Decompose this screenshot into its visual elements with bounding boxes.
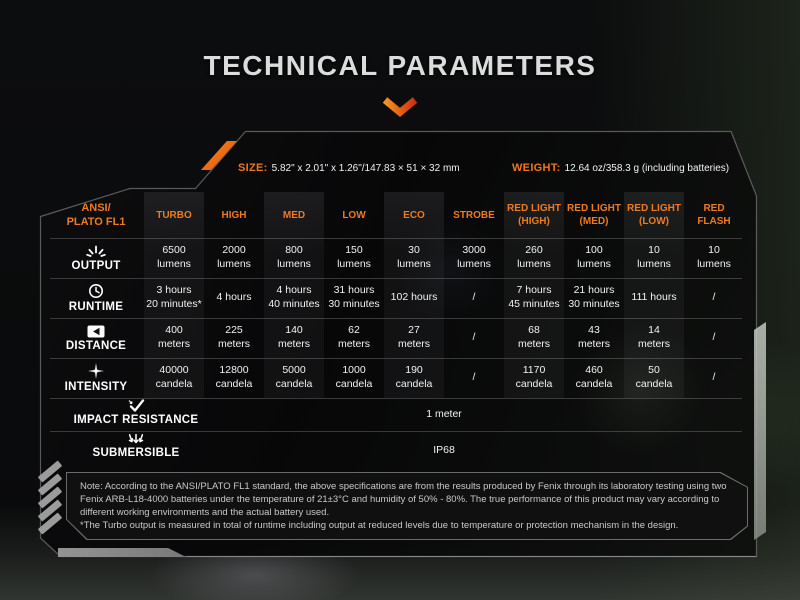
clock-icon [88,283,104,299]
table-cell: / [472,371,476,384]
table-cell: 102 hours [390,291,438,304]
row-separator [50,238,742,239]
row-separator [50,358,742,359]
bottom-edge-line [186,556,756,557]
column-header-redlight-med: RED LIGHT (MED) [567,203,621,227]
chevron-down-icon [381,97,419,124]
table-cell: / [472,331,476,344]
table-cell: 150 lumens [337,244,371,270]
table-cell: 100 lumens [577,244,611,270]
row-label-text: INTENSITY [64,381,128,393]
table-cell: 4 hours [216,291,252,304]
weight-value: 12.64 oz/358.3 g (including batteries) [564,163,730,174]
table-cell: 6500 lumens [157,244,191,270]
table-cell: 1170 candela [515,364,553,390]
light-rays-icon [86,245,106,258]
table-cell: 14 meters [637,324,671,350]
note-box: Note: According to the ANSI/PLATO FL1 st… [66,472,748,540]
column-shade [504,192,564,398]
table-cell: / [712,291,716,304]
row-label-text: DISTANCE [65,339,127,352]
table-cell: 5000 candela [275,364,313,390]
table-cell: 1000 candela [335,364,373,390]
row-label-intensity: INTENSITY [48,358,144,398]
weight-label: WEIGHT: [512,162,561,174]
column-header-redlight-low: RED LIGHT (LOW) [627,203,681,227]
size-label: SIZE: [238,162,268,174]
table-cell: 40000 candela [155,364,193,390]
row-separator [50,278,742,279]
spec-table: ANSI/ PLATO FL1 TURBO HIGH MED LOW ECO S… [48,192,744,472]
table-cell: 140 meters [277,324,311,350]
table-cell: 30 lumens [397,244,431,270]
corner-header: ANSI/ PLATO FL1 [66,201,126,228]
table-cell: 190 candela [395,364,433,390]
table-cell: 21 hours 30 minutes [568,284,620,310]
table-cell: 3 hours 20 minutes* [146,284,202,310]
table-cell: 43 meters [577,324,611,350]
table-cell: 225 meters [217,324,251,350]
table-cell: 7 hours 45 minutes [508,284,560,310]
table-cell: 27 meters [397,324,431,350]
column-header-redflash: RED FLASH [697,203,731,227]
page-title: TECHNICAL PARAMETERS [203,50,597,81]
row-separator [50,398,742,399]
column-shade [144,192,204,398]
note-body: Note: According to the ANSI/PLATO FL1 st… [80,481,727,519]
table-cell: 800 lumens [277,244,311,270]
bottom-accent-bar [58,548,186,557]
size-spec: SIZE: 5.82" x 2.01" x 1.26"/147.83 × 51 ×… [238,162,460,174]
column-header-strobe: STROBE [453,209,495,221]
table-cell: / [712,331,716,344]
table-cell: 3000 lumens [457,244,491,270]
table-cell: 111 hours [631,291,677,304]
table-cell: 10 lumens [637,244,671,270]
table-cell: 31 hours 30 minutes [328,284,380,310]
table-cell: / [712,371,716,384]
beam-distance-icon [87,325,105,338]
note-box-inner: Note: According to the ANSI/PLATO FL1 st… [67,473,747,539]
table-cell: 2000 lumens [217,244,251,270]
size-value: 5.82" x 2.01" x 1.26"/147.83 × 51 × 32 m… [271,163,460,174]
impact-resistance-value: 1 meter [426,408,462,420]
column-header-med: MED [282,209,306,221]
note-turbo: *The Turbo output is measured in total o… [80,520,679,532]
table-cell: 400 meters [157,324,191,350]
column-header-low: LOW [342,209,366,221]
row-separator [50,318,742,319]
submersible-icon [126,433,146,446]
table-cell: 12800 candela [215,364,253,390]
row-separator [50,431,742,432]
column-header-high: HIGH [221,209,247,221]
table-cell: 62 meters [337,324,371,350]
table-cell: / [472,291,476,304]
row-label-text: OUTPUT [71,259,121,272]
right-edge-accent-bar [754,322,766,540]
row-label-text: RUNTIME [68,301,124,313]
table-cell: 4 hours 40 minutes [268,284,320,310]
weight-spec: WEIGHT: 12.64 oz/358.3 g (including batte… [512,162,729,174]
column-shade [264,192,324,398]
row-label-output: OUTPUT [48,238,144,278]
column-header-redlight-high: RED LIGHT (HIGH) [507,203,561,227]
row-label-distance: DISTANCE [48,318,144,358]
row-label-runtime: RUNTIME [48,278,144,318]
submersible-value: IP68 [433,444,455,456]
column-header-eco: ECO [403,209,425,221]
table-cell: 68 meters [517,324,551,350]
table-cell: 10 lumens [697,244,731,270]
column-shade [624,192,684,398]
intensity-icon [88,363,104,379]
column-header-turbo: TURBO [156,209,192,221]
table-cell: 460 candela [575,364,613,390]
table-cell: 260 lumens [517,244,551,270]
impact-resistance-icon [127,399,145,413]
table-cell: 50 candela [635,364,673,390]
column-shade [384,192,444,398]
